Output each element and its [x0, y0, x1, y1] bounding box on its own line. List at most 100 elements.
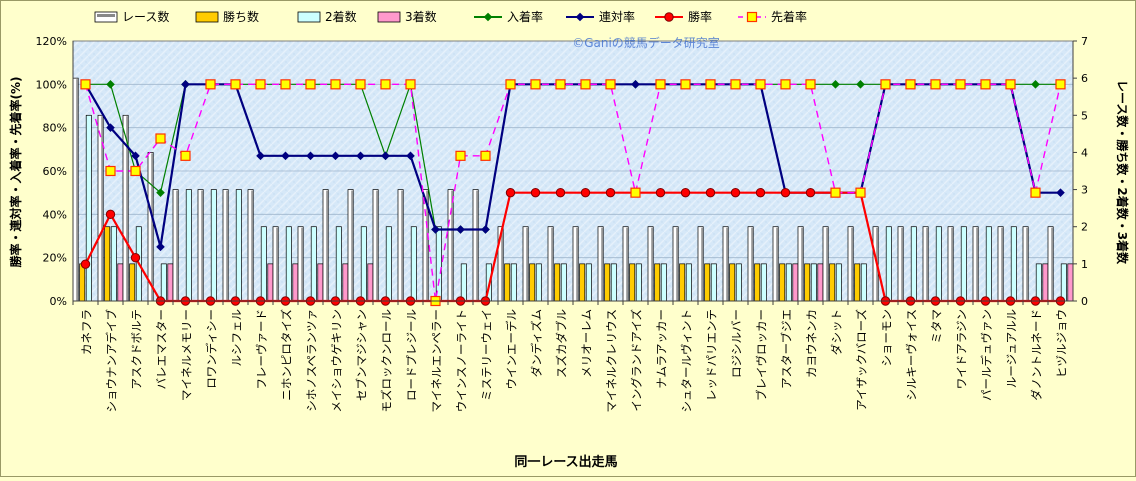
x-tick-label: ロワンディシー [205, 309, 219, 389]
bar [1042, 263, 1049, 302]
x-tick-label: シュタールヴィント [680, 309, 694, 413]
legend-item: 先着率 [738, 9, 807, 24]
point [730, 79, 741, 90]
bar [629, 263, 636, 302]
point [630, 187, 641, 198]
y-tick-label-left: 80% [43, 122, 67, 135]
point [856, 80, 865, 89]
bar [367, 263, 374, 302]
bar [510, 263, 517, 302]
y-tick-label-left: 60% [43, 165, 67, 178]
point [105, 165, 116, 177]
bar [235, 189, 242, 302]
y-tick-label-left: 120% [36, 35, 67, 48]
bar [704, 263, 711, 302]
bar [785, 263, 792, 302]
bar [635, 263, 642, 302]
legend-swatch [377, 11, 401, 23]
bar [1067, 263, 1074, 302]
point [555, 187, 566, 198]
x-tick-label: ニホンピロタイズ [280, 309, 294, 401]
bar [854, 263, 861, 302]
x-tick-label: ウインスノーライト [455, 309, 469, 412]
bar [460, 263, 467, 302]
point [155, 133, 166, 144]
point [880, 79, 891, 90]
bar [960, 226, 967, 302]
point [664, 12, 674, 22]
point [655, 187, 666, 198]
x-tick-label: メイショウゲキリン [330, 309, 344, 413]
legend-label: 2着数 [325, 9, 357, 24]
line-series [80, 79, 1066, 307]
point [530, 187, 541, 198]
y-tick-label-right: 6 [1081, 72, 1088, 85]
bar [985, 226, 992, 302]
bar [685, 263, 692, 302]
x-tick-label: ルシフェル [230, 309, 244, 367]
point [180, 150, 191, 161]
point [305, 79, 316, 90]
x-tick-label: ウインエーデル [505, 309, 519, 390]
point [356, 151, 365, 161]
x-tick-label: ワイドアラジン [955, 309, 969, 389]
point [780, 79, 791, 90]
x-tick-label: ダシット [830, 309, 844, 355]
x-tick-label: スズカダブル [555, 309, 569, 378]
y-tick-label-right: 7 [1081, 35, 1088, 48]
point [505, 79, 516, 90]
x-tick-label: フレーヴァード [255, 309, 269, 390]
bar [504, 263, 511, 302]
bar [860, 263, 867, 302]
point [405, 79, 416, 90]
point [605, 187, 616, 198]
bar [835, 263, 842, 302]
y-axis-left-label: 勝率・連対率・入着率・先着率(%) [8, 77, 23, 268]
legend: レース数 勝ち数 2着数 3着数 入着率 連対率 勝率 先着率 [94, 9, 807, 24]
bar [360, 226, 367, 302]
x-tick-label: メリオーレム [580, 309, 594, 378]
legend-swatch [195, 11, 219, 23]
x-tick-label: シホノスペランツァ [305, 309, 319, 412]
legend-label: 先着率 [771, 9, 807, 24]
bar [85, 114, 92, 302]
bar [335, 226, 342, 302]
x-tick-label: ショウナンアデイブ [105, 309, 119, 413]
legend-item: レース数 [94, 9, 169, 24]
bar [935, 226, 942, 302]
x-tick-label: マイネルエンペラー [430, 309, 444, 413]
point [255, 79, 266, 90]
legend-item: 連対率 [566, 9, 635, 24]
x-tick-label: モズロックンロール [380, 309, 394, 413]
x-tick-label: レッドパリエンテ [705, 309, 719, 401]
bar [117, 263, 124, 302]
point [655, 79, 666, 90]
bar [529, 263, 536, 302]
point [456, 225, 465, 234]
point [80, 79, 91, 90]
y-tick-label-right: 0 [1081, 295, 1088, 308]
x-tick-label: セブンマジシャン [355, 309, 369, 401]
y-tick-label-left: 20% [43, 252, 67, 265]
bar [260, 226, 267, 302]
point [205, 79, 216, 90]
point [955, 79, 966, 90]
bar [910, 226, 917, 302]
point [680, 187, 691, 198]
x-tick-label: バレエマスター [155, 309, 169, 390]
legend-label: 3着数 [405, 9, 437, 24]
point [505, 187, 516, 198]
y-tick-label-left: 0% [50, 295, 67, 308]
x-tick-label: ヒヅルジョウ [1055, 309, 1069, 378]
bar [167, 263, 174, 302]
x-axis-label: 同一レース出走馬 [514, 454, 617, 470]
x-tick-label: アイザックバローズ [855, 309, 869, 411]
bar [210, 189, 217, 302]
axes-group: 0% 20% 40% 60% 80% 100% 120% 0 1 2 3 4 5 6 7 カネフラ ショウナンア… [36, 35, 1088, 413]
point [130, 252, 141, 263]
x-tick-label: カヨウネンカ [805, 309, 819, 378]
point [80, 259, 91, 269]
legend-label: 勝率 [688, 9, 712, 24]
bar-series-group [72, 77, 1074, 302]
point [480, 150, 491, 161]
